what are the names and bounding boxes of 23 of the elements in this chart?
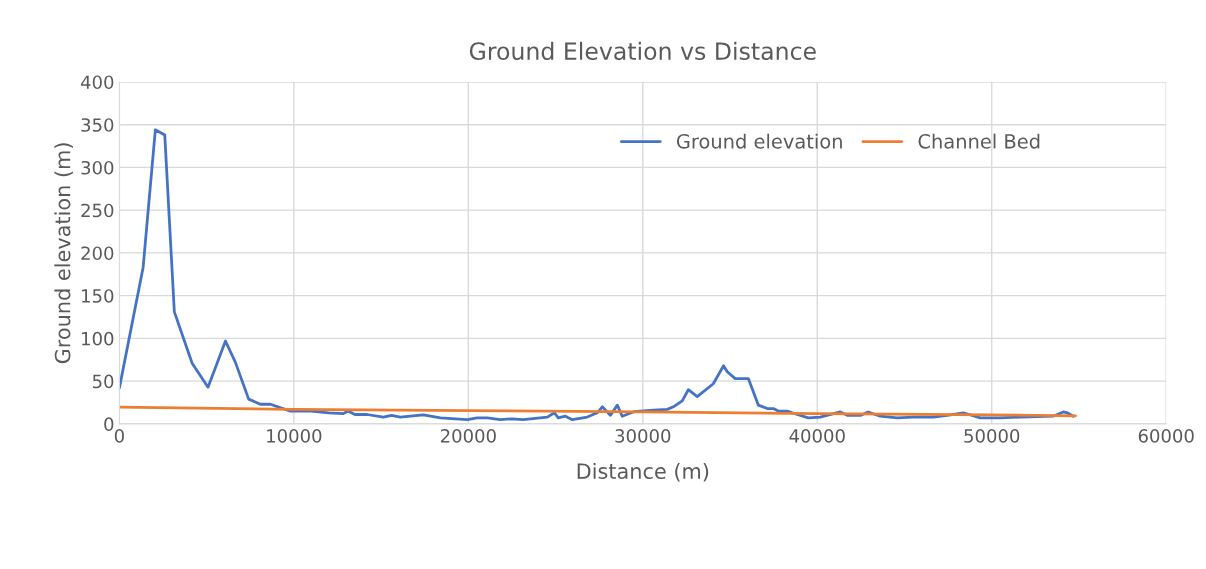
y-tick-label: 400 <box>80 75 114 90</box>
x-tick-label: 20000 <box>440 429 496 443</box>
line-series <box>119 405 1077 418</box>
x-tick-label: 40000 <box>789 429 845 443</box>
y-tick-label: 250 <box>81 203 114 218</box>
y-tick-label: 350 <box>81 118 114 132</box>
y-tick-label: 150 <box>82 289 114 303</box>
line-series <box>119 128 1075 422</box>
chart-title: Ground Elevation vs Distance <box>469 41 816 61</box>
y-tick-label: 0 <box>104 417 114 432</box>
legend-label: Ground elevation <box>676 133 842 149</box>
legend-label: Channel Bed <box>918 133 1040 149</box>
y-axis-title: Ground elevation (m) <box>54 143 73 364</box>
x-tick-label: 30000 <box>615 429 671 443</box>
x-tick-label: 10000 <box>267 429 322 443</box>
x-tick-label: 0 <box>114 429 124 443</box>
y-tick-label: 300 <box>81 160 114 175</box>
y-tick-label: 50 <box>92 374 114 389</box>
x-tick-label: 60000 <box>1138 429 1194 443</box>
y-tick-label: 100 <box>82 331 114 346</box>
x-tick-label: 50000 <box>964 429 1020 443</box>
y-tick-label: 200 <box>81 246 114 261</box>
x-axis-title: Distance (m) <box>577 462 709 482</box>
